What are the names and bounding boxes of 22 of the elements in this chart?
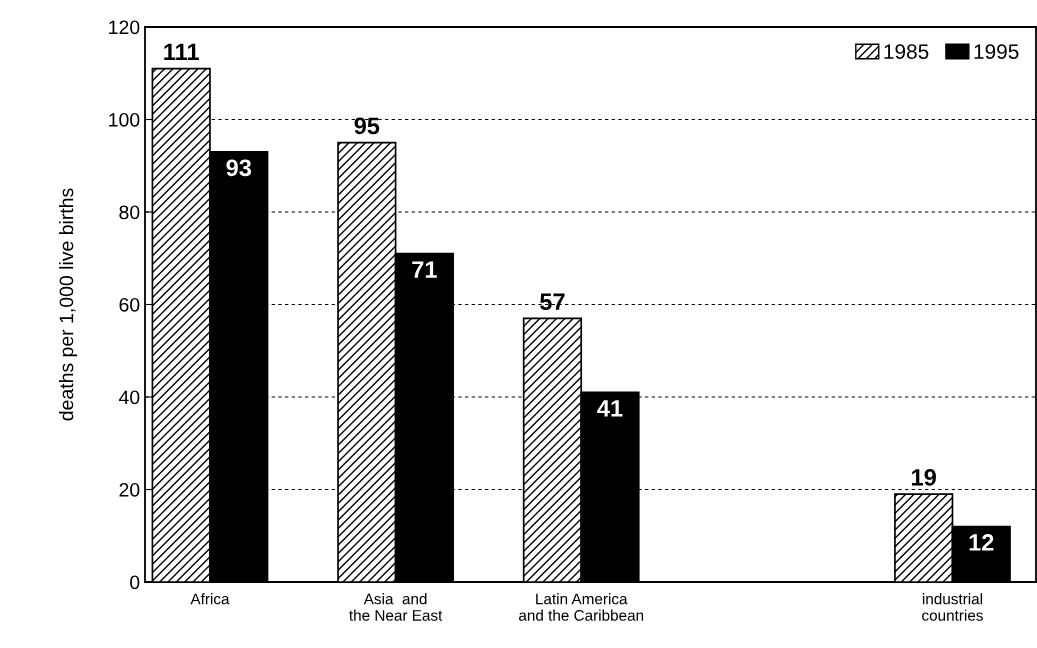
y-tick-label: 60: [119, 297, 140, 312]
data-label: 111: [164, 43, 199, 61]
x-tick-label: Africa: [190, 593, 230, 605]
y-tick-label: 120: [109, 20, 140, 35]
x-tick-label: Latin America and the Caribbean: [519, 593, 644, 621]
legend-label: 1985: [884, 44, 929, 59]
y-tick-label: 0: [130, 575, 140, 590]
y-axis-title: deaths per 1,000 live births: [59, 188, 78, 421]
data-label: 12: [969, 534, 994, 551]
legend-label: 1995: [974, 44, 1019, 59]
data-label: 57: [540, 293, 565, 311]
y-tick-label: 40: [118, 390, 140, 405]
x-tick-label: Asia and the Near East: [349, 593, 443, 621]
y-tick-label: 80: [119, 205, 140, 220]
data-label: 95: [354, 117, 380, 135]
data-label: 93: [226, 159, 252, 177]
data-label: 71: [412, 261, 437, 278]
data-label: 41: [597, 400, 623, 417]
y-tick-label: 20: [119, 482, 140, 497]
data-label: 19: [912, 469, 936, 486]
y-tick-label: 100: [109, 112, 140, 127]
x-tick-label: industrial countries: [922, 593, 983, 621]
